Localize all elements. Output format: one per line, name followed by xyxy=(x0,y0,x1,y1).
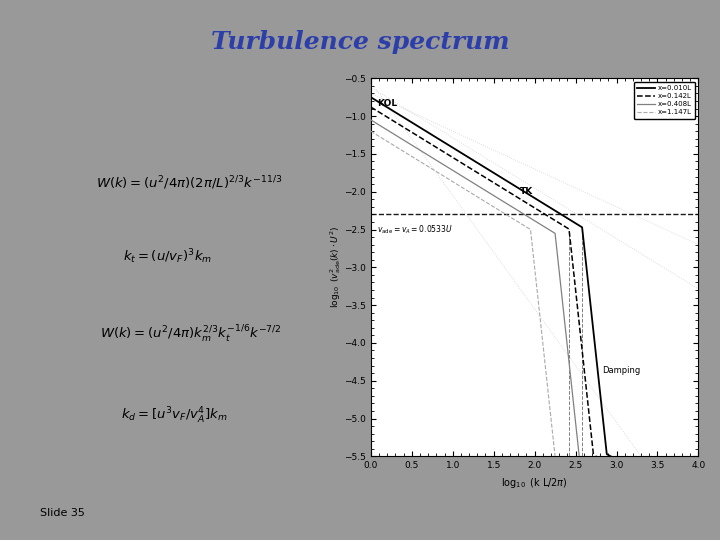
Text: TK: TK xyxy=(520,187,533,196)
Text: Turbulence spectrum: Turbulence spectrum xyxy=(211,30,509,53)
Legend: x=0.010L, x=0.142L, x=0.408L, x=1.147L: x=0.010L, x=0.142L, x=0.408L, x=1.147L xyxy=(634,82,695,119)
Text: $v_{\rm ade}=v_A=0.0533U$: $v_{\rm ade}=v_A=0.0533U$ xyxy=(377,224,453,236)
Text: $W(k) = (u^2/4\pi)(2\pi/L)^{2/3}k^{-11/3}$: $W(k) = (u^2/4\pi)(2\pi/L)^{2/3}k^{-11/3… xyxy=(96,175,282,192)
Text: Damping: Damping xyxy=(602,366,640,375)
X-axis label: $\log_{10}$ (k L/2$\pi$): $\log_{10}$ (k L/2$\pi$) xyxy=(501,476,568,490)
Y-axis label: $\log_{10}$ ($v^2_{\rm ade}(k) \cdot U^2$): $\log_{10}$ ($v^2_{\rm ade}(k) \cdot U^2… xyxy=(328,226,343,308)
Text: $W(k) = (u^2/4\pi)k_m^{2/3}k_t^{-1/6}k^{-7/2}$: $W(k) = (u^2/4\pi)k_m^{2/3}k_t^{-1/6}k^{… xyxy=(100,325,282,345)
Text: KOL: KOL xyxy=(377,99,397,109)
Text: $k_t = (u/v_F)^3 k_m$: $k_t = (u/v_F)^3 k_m$ xyxy=(123,247,212,266)
Text: $k_d = [u^3 v_F / v_A^4] k_m$: $k_d = [u^3 v_F / v_A^4] k_m$ xyxy=(122,406,228,426)
Text: Slide 35: Slide 35 xyxy=(40,508,84,518)
